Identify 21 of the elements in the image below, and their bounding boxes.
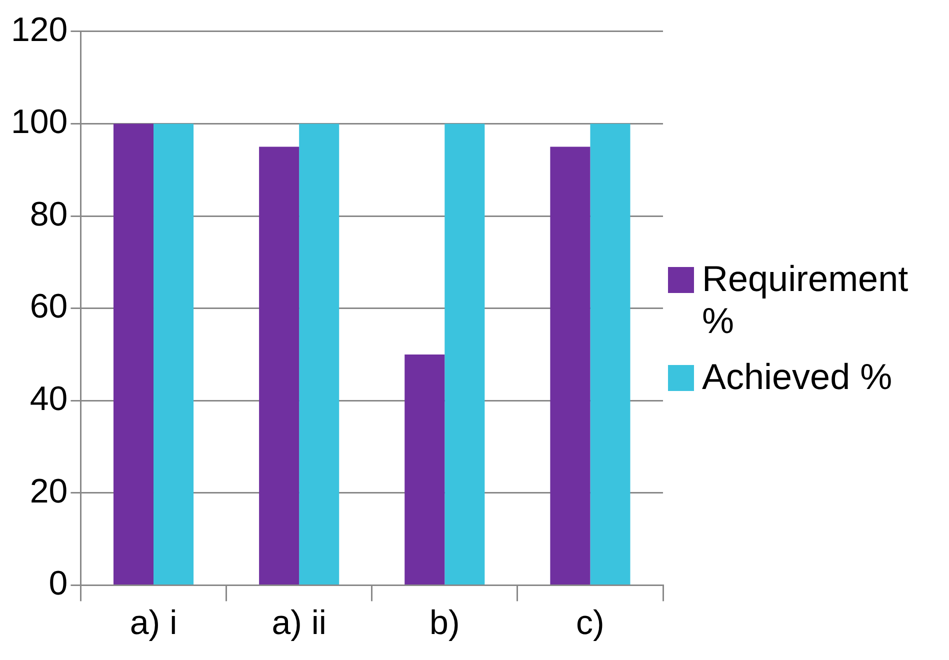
x-tick-label: a) ii bbox=[272, 604, 326, 642]
y-tick-label: 100 bbox=[10, 103, 68, 142]
y-tick-label: 0 bbox=[48, 564, 68, 603]
bar bbox=[444, 124, 485, 584]
bar bbox=[154, 124, 194, 584]
legend-label: Requirement % bbox=[702, 258, 910, 342]
bar bbox=[259, 146, 300, 584]
bar bbox=[404, 354, 445, 584]
legend-label: Achieved % bbox=[702, 356, 892, 398]
y-tick-label: 20 bbox=[30, 472, 68, 510]
y-tick-label: 80 bbox=[30, 195, 68, 234]
bar bbox=[550, 146, 590, 584]
x-tick-label: b) bbox=[430, 604, 460, 642]
y-tick-label: 120 bbox=[10, 10, 68, 49]
y-tick-label: 40 bbox=[30, 380, 68, 418]
bar bbox=[590, 124, 630, 584]
bar bbox=[299, 124, 340, 584]
y-tick-label: 60 bbox=[30, 288, 68, 326]
x-tick-label: c) bbox=[576, 604, 604, 642]
bar bbox=[113, 124, 154, 584]
x-tick-label: a) i bbox=[130, 604, 178, 642]
